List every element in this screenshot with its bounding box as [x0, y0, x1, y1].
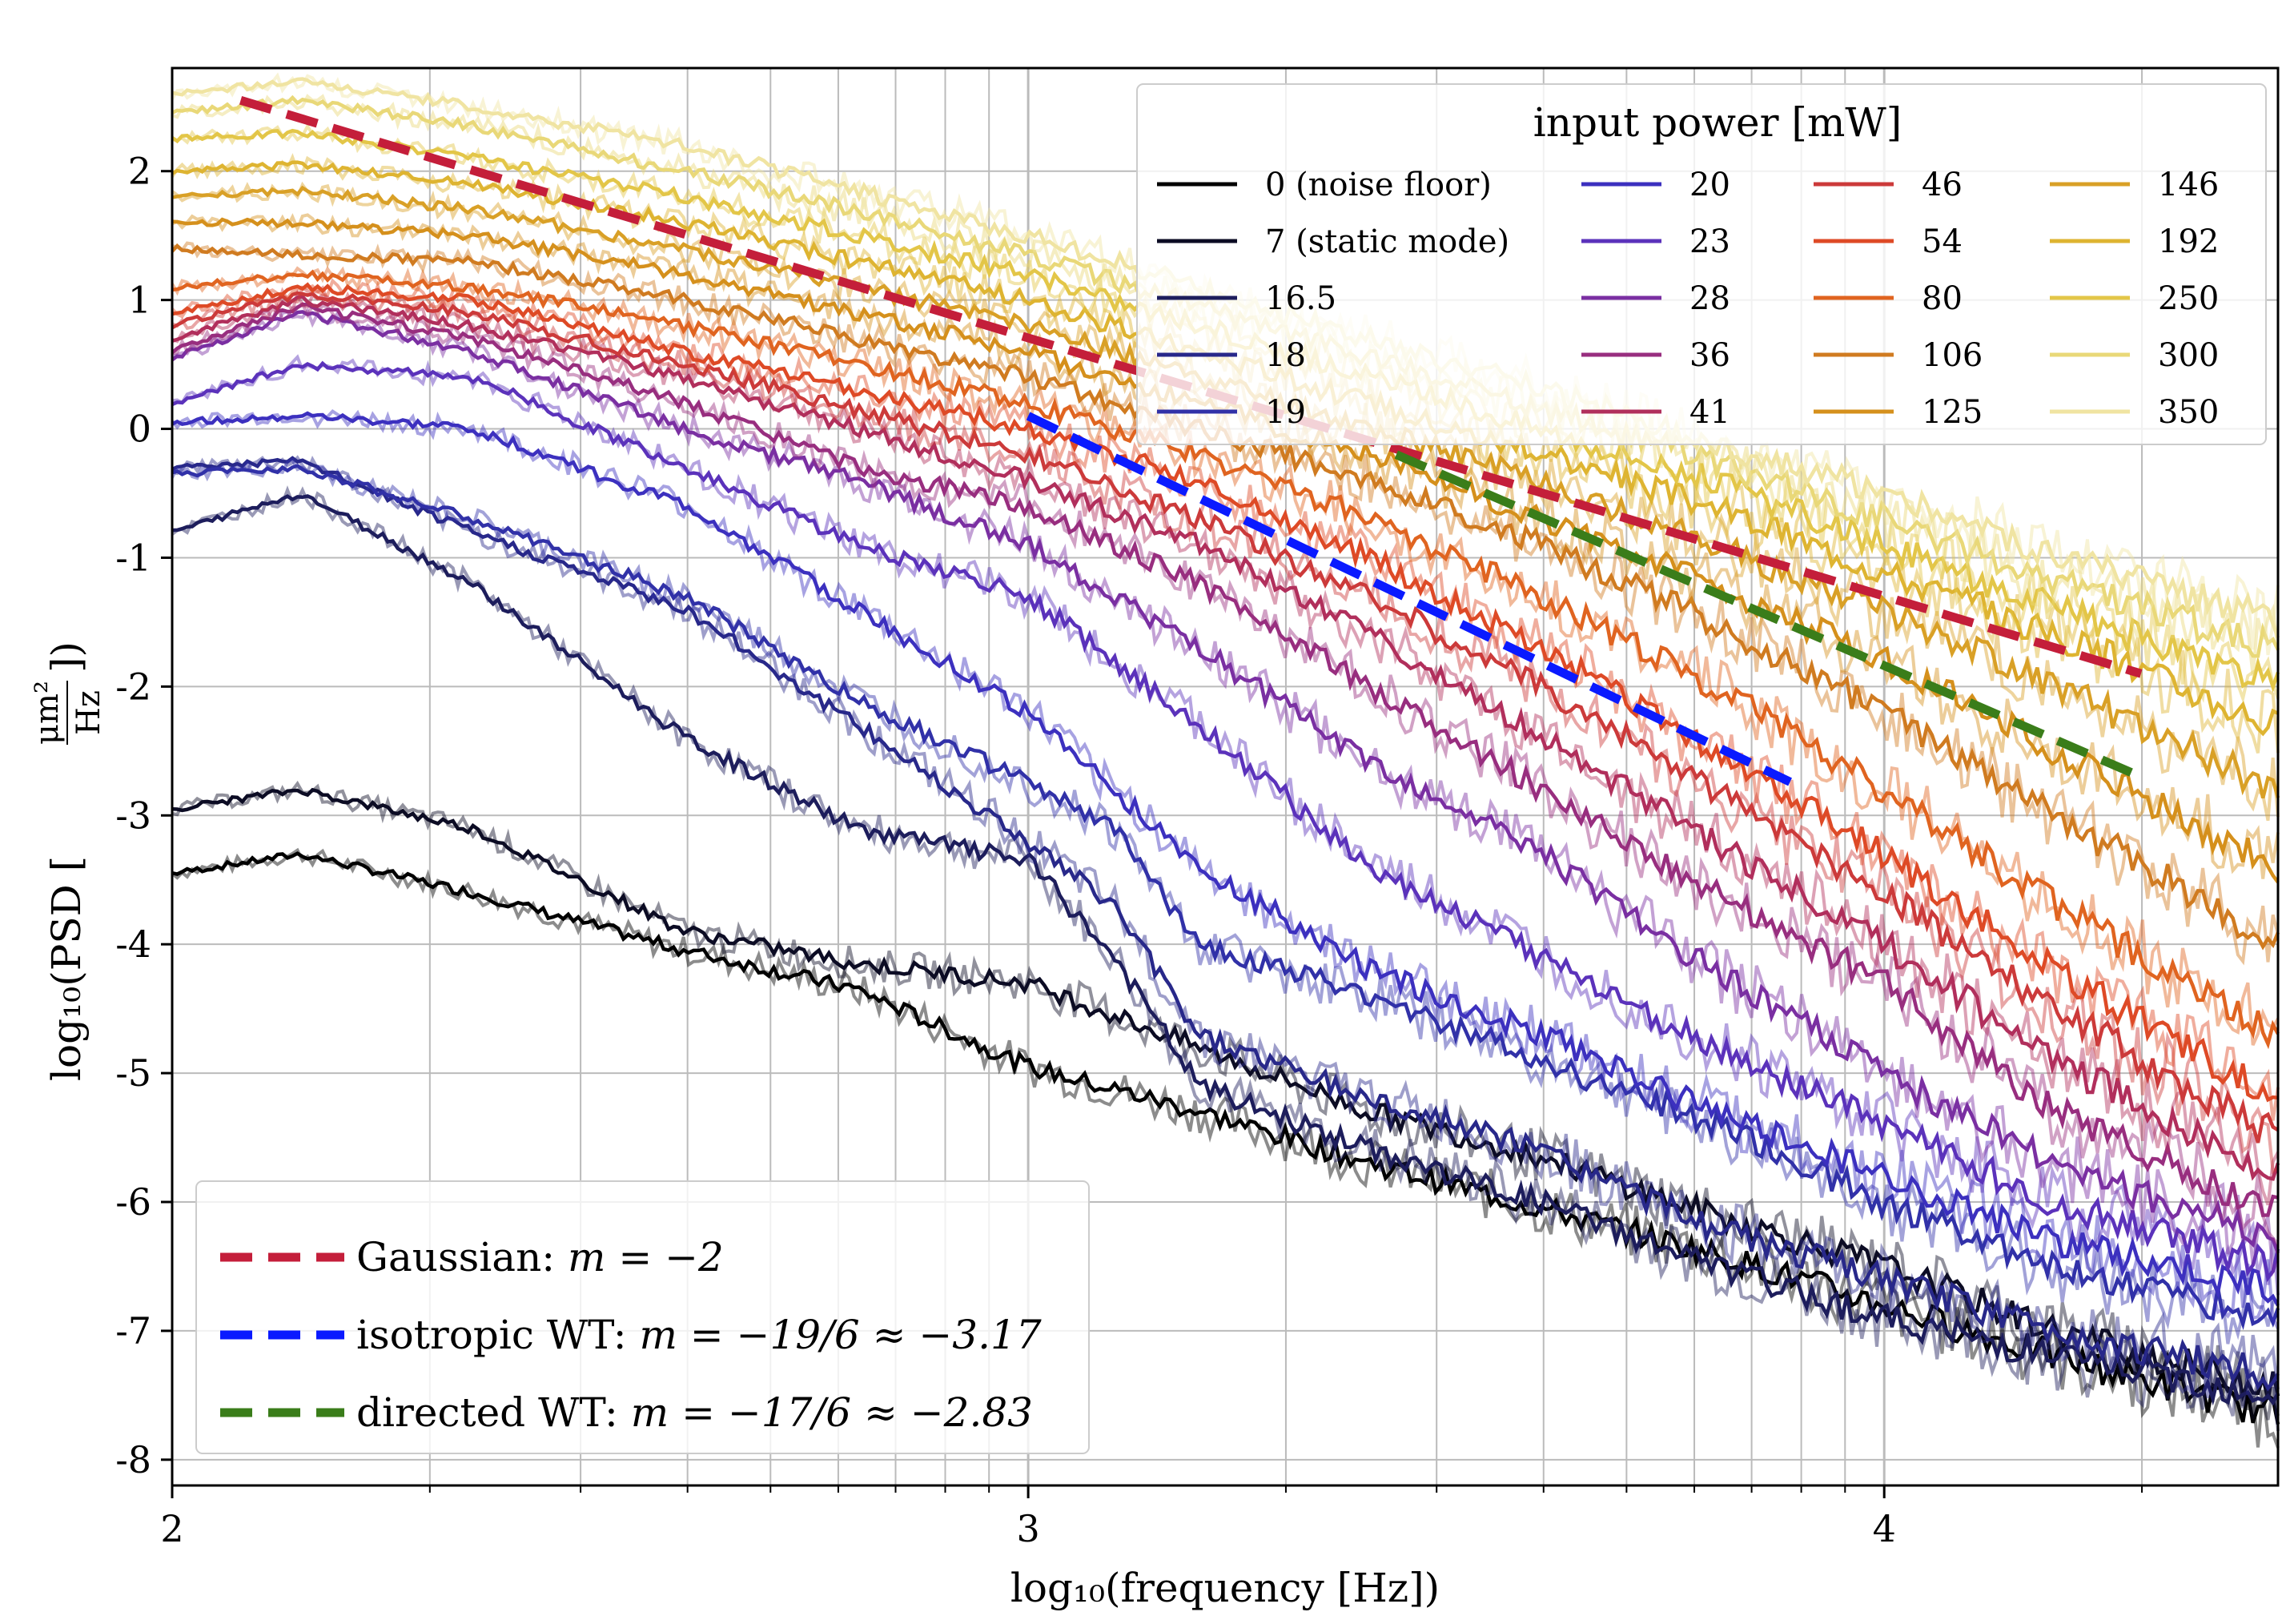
psd-series-smoothed: [171, 282, 2279, 1103]
y-tick-label: -6: [115, 1180, 151, 1224]
psd-series-smoothed: [171, 411, 2280, 1307]
psd-series-smoothed: [171, 851, 2280, 1425]
legend-power-label: 41: [1689, 394, 1730, 431]
legend-fit-label: isotropic WT: m = −19/6 ≈ −3.17: [356, 1312, 1042, 1358]
legend-power-label: 0 (noise floor): [1265, 167, 1492, 203]
fit-line: [1394, 450, 2143, 782]
psd-series-smoothed: [171, 302, 2279, 1217]
fit-line: [1026, 412, 1792, 786]
psd-series-smoothed: [171, 269, 2280, 1050]
psd-series-smoothed: [171, 291, 2280, 1144]
psd-series-raw: [171, 409, 2280, 1330]
legend-power-label: 250: [2158, 280, 2219, 317]
legend-power-label: 146: [2158, 167, 2219, 203]
legend-power-label: 192: [2158, 223, 2219, 260]
series-lines: [171, 72, 2280, 1449]
legend-power-label: 54: [1922, 223, 1963, 260]
legend-fit-label-math: m = −17/6 ≈ −2.83: [631, 1389, 1033, 1436]
psd-series-smoothed: [171, 295, 2280, 1181]
psd-series-smoothed: [171, 360, 2280, 1283]
plot-frame: [171, 66, 2280, 1487]
legend-fit-label-math: m = −2: [568, 1234, 724, 1280]
x-tick-label: 4: [1873, 1507, 1896, 1550]
psd-series-smoothed: [171, 494, 2280, 1406]
legend-input-power-title: input power [mW]: [1533, 99, 1902, 146]
y-axis-label-close: ]): [43, 641, 90, 673]
y-axis-label-units-numerator: μm²: [29, 681, 66, 745]
legend-fit-label-math: m = −19/6 ≈ −3.17: [639, 1312, 1041, 1358]
legend-power-label: 36: [1689, 337, 1730, 374]
legend-fits-entries: Gaussian: m = −2 isotropic WT: m = −19/6 …: [220, 1234, 1042, 1436]
psd-series-smoothed: [171, 787, 2280, 1402]
legend-power-label: 18: [1265, 337, 1306, 374]
legend-fit-label: Gaussian: m = −2: [356, 1234, 724, 1280]
y-tick-label: 2: [128, 150, 151, 193]
legend-power-label: 300: [2158, 337, 2219, 374]
legend-input-power-entries: 0 (noise floor) 7 (static mode) 16.5 18 19 20…: [1157, 167, 2219, 431]
x-axis-label: log₁₀(frequency [Hz]): [1010, 1565, 1440, 1611]
legend-power-label: 80: [1922, 280, 1963, 317]
psd-series-raw: [171, 485, 2280, 1432]
legend-power-label: 16.5: [1265, 280, 1336, 317]
y-tick-label: 1: [128, 279, 151, 322]
legend-power-label: 7 (static mode): [1265, 223, 1509, 260]
legend-fits-box: [195, 1180, 1090, 1454]
y-tick-label: -3: [115, 794, 151, 837]
legend-power-label: 19: [1265, 394, 1306, 431]
legend-power-label: 46: [1922, 167, 1963, 203]
legend-input-power-box: [1136, 83, 2267, 445]
legend-input-power: input power [mW] 0 (noise floor) 7 (stati…: [1136, 83, 2267, 445]
psd-series-raw: [171, 288, 2280, 1206]
legend-fit-label-prefix: directed WT:: [356, 1389, 631, 1436]
x-tick-label: 2: [160, 1507, 183, 1550]
legend-power-label: 125: [1922, 394, 1983, 431]
legend-power-label: 23: [1689, 223, 1730, 260]
y-axis-label-main: log₁₀(PSD [: [43, 856, 90, 1081]
y-tick-label: -2: [115, 665, 151, 708]
legend-power-label: 106: [1922, 337, 1983, 374]
psd-series-raw: [171, 265, 2280, 1046]
legend-fit-label: directed WT: m = −17/6 ≈ −2.83: [356, 1389, 1033, 1436]
y-tick-label: -5: [115, 1051, 151, 1095]
psd-series-raw: [171, 458, 2279, 1345]
x-tick-label: 3: [1016, 1507, 1039, 1550]
legend-fit-label-prefix: Gaussian:: [356, 1234, 568, 1280]
legend-fit-label-prefix: isotropic WT:: [356, 1312, 639, 1358]
psd-series-raw: [171, 285, 2280, 1175]
y-tick-label: -1: [115, 536, 151, 579]
psd-series-smoothed: [171, 456, 2280, 1392]
y-tick-label: -4: [115, 923, 151, 966]
axis-ticks: 210-1-2-3-4-5-6-7-82 3 4: [115, 150, 2143, 1550]
legend-fits: Gaussian: m = −2 isotropic WT: m = −19/6 …: [195, 1180, 1090, 1454]
legend-power-label: 28: [1689, 280, 1730, 317]
y-tick-label: -7: [115, 1309, 151, 1353]
legend-power-label: 350: [2158, 394, 2219, 431]
y-axis-label: log₁₀(PSD [ μm² Hz ]): [29, 641, 107, 1081]
psd-series-smoothed: [171, 464, 2280, 1330]
psd-series-smoothed: [171, 310, 2280, 1254]
legend-power-label: 20: [1689, 167, 1730, 203]
y-tick-label: 0: [128, 408, 151, 451]
y-axis-label-units-denominator: Hz: [70, 690, 107, 735]
y-tick-label: -8: [115, 1438, 151, 1481]
